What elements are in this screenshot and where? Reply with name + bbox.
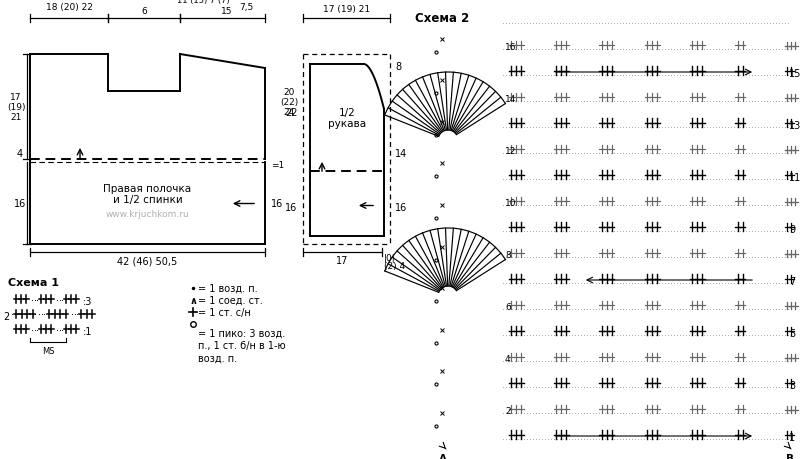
Text: 18 (20) 22: 18 (20) 22 [46, 3, 93, 12]
Text: 11 (13) 7 (7): 11 (13) 7 (7) [177, 0, 230, 5]
Text: 16: 16 [14, 199, 26, 208]
Text: :3: :3 [83, 297, 92, 306]
Text: 7: 7 [789, 276, 795, 286]
Text: = 1 пико: 3 возд.
п., 1 ст. б/н в 1-ю
возд. п.: = 1 пико: 3 возд. п., 1 ст. б/н в 1-ю во… [198, 328, 286, 363]
Text: 9: 9 [789, 224, 795, 235]
Text: 3: 3 [789, 380, 795, 390]
Text: 20
(22)
24: 20 (22) 24 [280, 88, 298, 117]
Text: (2) 4: (2) 4 [384, 262, 405, 270]
Text: 4: 4 [505, 355, 510, 364]
Text: Схема 2: Схема 2 [415, 12, 470, 25]
Text: 11: 11 [789, 173, 800, 183]
Text: 6: 6 [505, 303, 510, 312]
Text: |0|: |0| [384, 253, 396, 263]
Text: 17
(19)
21: 17 (19) 21 [6, 93, 26, 122]
Text: MS: MS [42, 346, 54, 355]
Text: 5: 5 [789, 328, 795, 338]
Text: 7,5: 7,5 [238, 3, 253, 12]
Text: 6: 6 [141, 7, 147, 16]
Text: =1: =1 [271, 161, 284, 170]
Text: 16: 16 [395, 203, 407, 213]
Text: 4: 4 [17, 149, 23, 159]
Text: 2: 2 [4, 311, 10, 321]
Text: 10: 10 [505, 199, 517, 208]
Text: :1: :1 [83, 326, 92, 336]
Text: = 1 ст. с/н: = 1 ст. с/н [198, 308, 250, 317]
Text: 16: 16 [285, 203, 297, 213]
Text: B: B [786, 453, 794, 459]
Text: 1: 1 [789, 432, 795, 442]
Text: 16: 16 [505, 44, 517, 52]
Text: 14: 14 [505, 95, 516, 104]
Text: 13: 13 [789, 121, 800, 131]
Text: 16: 16 [271, 199, 283, 209]
Text: 8: 8 [395, 62, 401, 72]
Text: Схема 1: Схема 1 [8, 277, 59, 287]
Text: 12: 12 [505, 147, 516, 156]
Text: 15: 15 [221, 7, 233, 16]
Text: 17 (19) 21: 17 (19) 21 [323, 5, 370, 14]
Text: Правая полочка
и 1/2 спинки: Правая полочка и 1/2 спинки [103, 183, 191, 205]
Text: ∧: ∧ [189, 295, 197, 305]
Text: 15: 15 [789, 69, 800, 79]
Text: = 1 соед. ст.: = 1 соед. ст. [198, 295, 262, 305]
Text: 42 (46) 50,5: 42 (46) 50,5 [118, 256, 178, 265]
Text: 8: 8 [505, 251, 510, 260]
Text: 17: 17 [336, 256, 349, 265]
Text: www.krjuchkom.ru: www.krjuchkom.ru [106, 210, 190, 218]
Text: 14: 14 [395, 149, 407, 159]
Text: 22: 22 [285, 108, 298, 118]
Text: = 1 возд. п.: = 1 возд. п. [198, 283, 258, 293]
Text: 1/2
рукава: 1/2 рукава [328, 107, 366, 129]
Text: A: A [439, 453, 447, 459]
Text: 2: 2 [505, 407, 510, 415]
